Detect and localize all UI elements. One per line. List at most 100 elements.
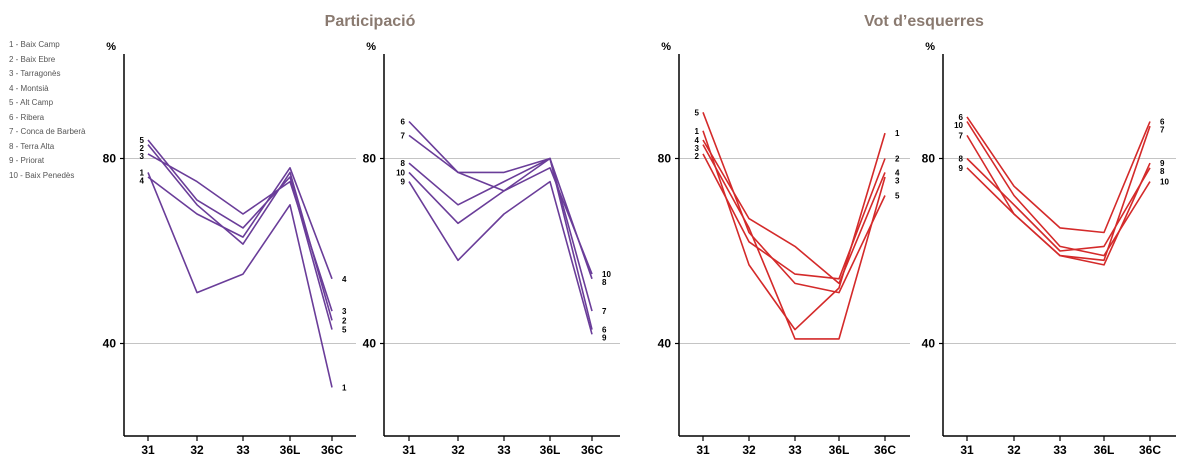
- series-label: 3: [140, 152, 145, 161]
- y-tick-label: 40: [103, 337, 117, 351]
- series-label: 9: [602, 334, 607, 343]
- legend-item: 2 - Baix Ebre: [9, 54, 56, 64]
- y-axis-label: %: [106, 41, 116, 53]
- series-label: 1: [140, 168, 145, 177]
- series-label: 8: [959, 155, 964, 164]
- x-tick-label: 31: [402, 443, 416, 457]
- series-label: 5: [342, 326, 347, 335]
- legend-item: 8 - Terra Alta: [9, 141, 55, 151]
- series-label: 2: [695, 152, 700, 161]
- y-tick-label: 40: [922, 337, 936, 351]
- series-line: [408, 180, 593, 335]
- series-label: 10: [396, 168, 405, 177]
- x-tick-label: 36L: [540, 443, 561, 457]
- series-label: 7: [1160, 126, 1165, 135]
- series-label: 8: [602, 278, 607, 287]
- legend-item: 6 - Ribera: [9, 112, 45, 122]
- series-label: 8: [401, 159, 406, 168]
- series-line: [702, 130, 886, 331]
- series-label: 5: [695, 108, 700, 117]
- series-label: 4: [895, 168, 900, 177]
- series-line: [408, 157, 593, 280]
- series-line: [408, 167, 593, 275]
- series-label: 9: [959, 164, 964, 173]
- legend-item: 1 - Baix Camp: [9, 40, 60, 49]
- y-axis-label: %: [925, 41, 935, 53]
- series-line: [147, 172, 333, 388]
- title-vot-esquerres: Vot d’esquerres: [864, 13, 984, 30]
- y-tick-label: 40: [363, 337, 377, 351]
- series-label: 6: [959, 113, 964, 122]
- series-label: 3: [895, 176, 900, 185]
- x-tick-label: 32: [1007, 443, 1021, 457]
- series-label: 10: [602, 270, 611, 279]
- series-label: 5: [140, 136, 145, 145]
- y-axis-label: %: [366, 41, 376, 53]
- legend-item: 9 - Priorat: [9, 156, 45, 165]
- series-line: [147, 167, 333, 280]
- series-label: 2: [895, 155, 900, 164]
- series-line: [147, 139, 333, 330]
- series-line: [966, 157, 1151, 252]
- x-tick-label: 33: [236, 443, 250, 457]
- legend: 1 - Baix Camp 2 - Baix Ebre 3 - Tarragon…: [9, 38, 86, 183]
- legend-item: 4 - Montsià: [9, 83, 49, 93]
- series-label: 2: [140, 144, 145, 153]
- y-axis-label: %: [661, 41, 671, 53]
- series-label: 4: [695, 136, 700, 145]
- x-tick-label: 36L: [280, 443, 301, 457]
- x-tick-label: 32: [742, 443, 756, 457]
- series-line: [702, 112, 886, 294]
- series-label: 9: [401, 178, 406, 187]
- series-label: 6: [401, 118, 406, 127]
- series-label: 10: [1160, 178, 1169, 187]
- series-line: [702, 153, 886, 280]
- series-line: [147, 144, 333, 321]
- series-label: 3: [695, 144, 700, 153]
- series-label: 1: [342, 383, 347, 392]
- series-label: 10: [954, 121, 963, 130]
- x-tick-label: 36C: [1139, 443, 1161, 457]
- x-tick-label: 33: [497, 443, 511, 457]
- series-label: 1: [695, 127, 700, 136]
- x-tick-label: 31: [960, 443, 974, 457]
- x-tick-label: 32: [451, 443, 465, 457]
- series-label: 7: [602, 307, 607, 316]
- legend-item: 10 - Baix Penedès: [9, 170, 75, 180]
- x-tick-label: 36C: [321, 443, 343, 457]
- series-line: [408, 120, 593, 330]
- series-line: [408, 134, 593, 312]
- series-line: [147, 153, 333, 312]
- series-label: 9: [1160, 159, 1165, 168]
- series-label: 8: [1160, 167, 1165, 176]
- x-tick-label: 31: [696, 443, 710, 457]
- series-label: 6: [602, 326, 607, 335]
- x-tick-label: 36L: [829, 443, 850, 457]
- y-tick-label: 80: [363, 152, 377, 166]
- x-tick-label: 36C: [874, 443, 896, 457]
- series-label: 6: [1160, 118, 1165, 127]
- series-line: [966, 116, 1151, 234]
- legend-item: 5 - Alt Camp: [9, 98, 54, 107]
- series-label: 4: [342, 275, 347, 284]
- x-tick-label: 33: [788, 443, 802, 457]
- legend-item: 3 - Tarragonès: [9, 69, 61, 78]
- x-tick-label: 31: [141, 443, 155, 457]
- y-tick-label: 80: [103, 152, 117, 166]
- series-line: [702, 144, 886, 340]
- series-label: 5: [895, 192, 900, 201]
- x-tick-label: 36C: [581, 443, 603, 457]
- series-label: 2: [342, 316, 347, 325]
- series-label: 7: [401, 131, 406, 140]
- legend-item: 7 - Conca de Barberà: [9, 127, 86, 136]
- series-line: [966, 121, 1151, 257]
- series-label: 3: [342, 307, 347, 316]
- x-tick-label: 36L: [1094, 443, 1115, 457]
- series-label: 1: [895, 129, 900, 138]
- x-tick-label: 33: [1053, 443, 1067, 457]
- y-tick-label: 40: [658, 337, 672, 351]
